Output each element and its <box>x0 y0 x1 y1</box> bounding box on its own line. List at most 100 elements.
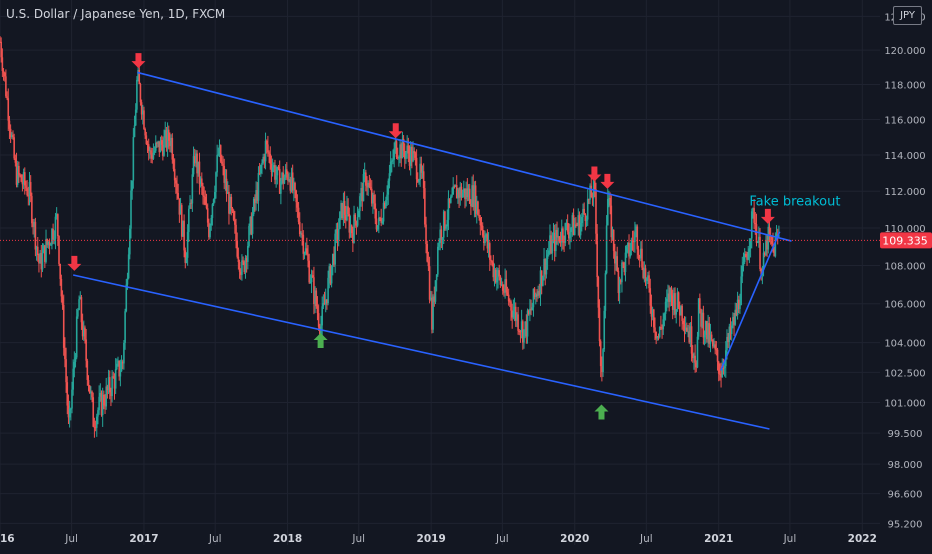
candle-body <box>398 157 400 159</box>
candle-body <box>58 236 60 264</box>
price-tick-label: 112.000 <box>884 187 925 198</box>
candle-body <box>321 306 323 326</box>
candle-body <box>431 297 433 330</box>
candle-body <box>143 110 145 130</box>
price-tick-label: 114.000 <box>884 151 925 162</box>
price-tick-label: 96.600 <box>888 490 923 501</box>
candle-body <box>298 221 301 235</box>
candle-body <box>103 394 105 406</box>
candle-body <box>93 426 96 428</box>
candle-body <box>176 183 178 194</box>
candle-body <box>509 301 511 303</box>
candle-body <box>658 326 661 338</box>
candle-body <box>758 236 760 242</box>
currency-button[interactable]: JPY <box>893 6 922 25</box>
candle-body <box>439 229 441 243</box>
candle-body <box>231 208 234 211</box>
candle-body <box>301 233 303 235</box>
candle-body <box>610 205 613 238</box>
candle-body <box>23 172 26 186</box>
candle-body <box>356 217 359 226</box>
candle-body <box>466 188 469 198</box>
candle-body <box>684 327 687 331</box>
candle-body <box>327 277 329 304</box>
candle-body <box>222 163 224 166</box>
candle-body <box>130 190 132 229</box>
candle-body <box>151 154 154 159</box>
candle-body <box>682 320 685 325</box>
candle-body <box>453 186 456 188</box>
candle-body <box>563 240 565 243</box>
candle-body <box>112 376 115 378</box>
candle-body <box>477 201 479 215</box>
candle-body <box>763 252 766 256</box>
candle-body <box>532 288 535 308</box>
price-axis-bg <box>880 0 932 550</box>
candle-body <box>660 326 662 329</box>
candle-body <box>219 145 222 162</box>
candle-body <box>769 236 772 238</box>
time-axis[interactable]: 2016 Jul 2017 Jul 2018 Jul 2019 Jul 2020 Jul 2021 J… <box>0 533 877 545</box>
candle-body <box>237 256 240 262</box>
candle-body <box>235 224 237 241</box>
candle-body <box>241 260 243 275</box>
candle-body <box>595 189 597 234</box>
candle-body <box>385 200 387 208</box>
bear-arrow-icon <box>388 123 403 139</box>
candle-body <box>606 198 609 226</box>
candle-body <box>217 154 220 156</box>
time-tick-label: 2021 <box>704 533 733 545</box>
candle-body <box>543 258 545 277</box>
candle-body <box>201 178 203 186</box>
candle-body <box>717 361 720 374</box>
candle-body <box>154 142 157 151</box>
candle-body <box>7 98 10 121</box>
candle-body <box>656 336 659 339</box>
candle-body <box>85 339 87 361</box>
candle-body <box>256 190 259 201</box>
candle-body <box>9 128 12 138</box>
candle-body <box>634 232 636 243</box>
candle-body <box>418 180 420 182</box>
candle-body <box>422 171 425 189</box>
candle-body <box>212 199 215 205</box>
candle-body <box>425 224 427 245</box>
candle-body <box>156 142 158 144</box>
candle-body <box>760 269 762 276</box>
candle-body <box>539 270 542 296</box>
candle-body <box>46 239 49 245</box>
candle-body <box>740 276 742 305</box>
candle-body <box>573 224 576 235</box>
candle-body <box>542 276 544 286</box>
candle-body <box>388 173 391 181</box>
candle-body <box>591 197 594 199</box>
candle-body <box>710 334 713 340</box>
candle-body <box>100 392 103 416</box>
candle-body <box>772 243 774 247</box>
candle-body <box>342 200 345 219</box>
candle-body <box>75 316 78 358</box>
candle-body <box>252 198 255 215</box>
candle-body <box>334 233 336 265</box>
candle-body <box>608 197 610 199</box>
candle-body <box>344 214 347 221</box>
candle-body <box>353 214 355 243</box>
candle-body <box>113 377 116 389</box>
candle-body <box>92 397 95 427</box>
candle-body <box>615 256 617 264</box>
candle-body <box>549 235 551 251</box>
candle-body <box>349 225 352 233</box>
candle-body <box>736 299 739 316</box>
candle-body <box>38 255 40 264</box>
candle-body <box>131 180 133 191</box>
candle-body <box>159 140 162 153</box>
candle-body <box>87 379 90 386</box>
annotations: Fake breakout <box>749 195 840 210</box>
candle-body <box>165 130 168 148</box>
candle-body <box>389 161 392 174</box>
price-axis[interactable]: 95.200 96.600 98.000 99.500 101.000 102.500 10… <box>880 0 932 550</box>
candle-body <box>695 362 698 368</box>
candle-body <box>687 331 689 333</box>
